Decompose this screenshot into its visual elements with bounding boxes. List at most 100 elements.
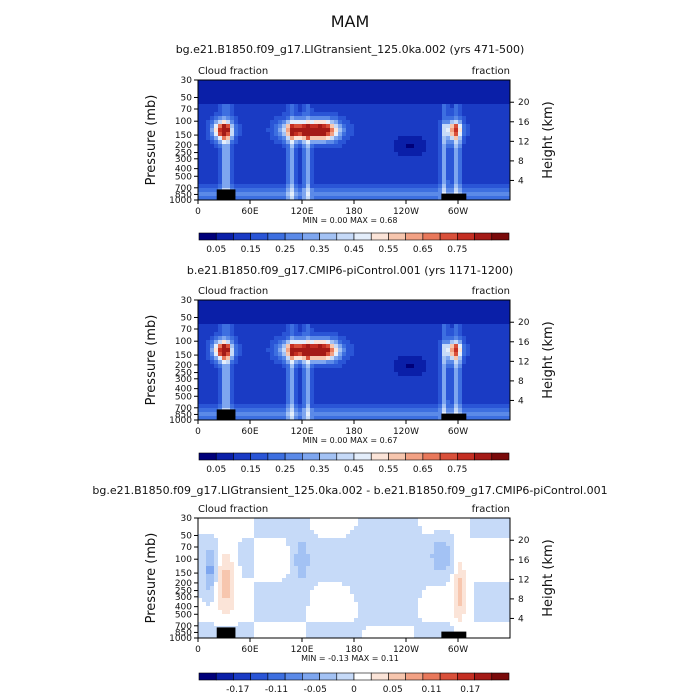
heatmap-cell: [350, 196, 355, 201]
heatmap-cell: [298, 336, 303, 341]
heatmap-cell: [338, 108, 343, 113]
heatmap-cell: [366, 160, 371, 165]
heatmap-cell: [434, 518, 439, 523]
heatmap-cell: [286, 168, 291, 173]
heatmap-cell: [370, 88, 375, 93]
heatmap-cell: [206, 192, 211, 197]
heatmap-cell: [482, 160, 487, 165]
heatmap-cell: [430, 308, 435, 313]
heatmap-cell: [282, 80, 287, 85]
heatmap-cell: [406, 88, 411, 93]
heatmap-cell: [466, 120, 471, 125]
heatmap-cell: [506, 156, 511, 161]
heatmap-cell: [266, 312, 271, 317]
heatmap-cell: [314, 88, 319, 93]
heatmap-cell: [258, 188, 263, 193]
heatmap-cell: [438, 136, 443, 141]
heatmap-cell: [374, 352, 379, 357]
heatmap-cell: [438, 380, 443, 385]
heatmap-cell: [478, 518, 483, 523]
heatmap-cell: [370, 336, 375, 341]
heatmap-cell: [458, 124, 463, 129]
heatmap-cell: [454, 172, 459, 177]
heatmap-cell: [482, 328, 487, 333]
heatmap-cell: [310, 80, 315, 85]
heatmap-cell: [378, 196, 383, 201]
heatmap-cell: [246, 168, 251, 173]
heatmap-cell: [402, 104, 407, 109]
heatmap-cell: [258, 152, 263, 157]
heatmap-cell: [358, 408, 363, 413]
heatmap-cell: [270, 372, 275, 377]
heatmap-cell: [458, 108, 463, 113]
heatmap-cell: [394, 316, 399, 321]
heatmap-cell: [258, 196, 263, 201]
heatmap-cell: [238, 124, 243, 129]
heatmap-cell: [426, 172, 431, 177]
heatmap-cell: [334, 344, 339, 349]
colorbar-swatch: [284, 452, 303, 461]
heatmap-cell: [242, 148, 247, 153]
heatmap-cell: [382, 188, 387, 193]
heatmap-cell: [334, 108, 339, 113]
heatmap-cell: [302, 92, 307, 97]
heatmap-cell: [274, 360, 279, 365]
heatmap-cell: [354, 88, 359, 93]
colorbar-swatch: [474, 232, 493, 241]
heatmap-cell: [262, 196, 267, 201]
heatmap-cell: [354, 380, 359, 385]
heatmap-cell: [370, 168, 375, 173]
heatmap-cell: [346, 144, 351, 149]
heatmap-cell: [390, 364, 395, 369]
heatmap-cell: [474, 80, 479, 85]
heatmap-cell: [398, 304, 403, 309]
heatmap-cell: [314, 116, 319, 121]
heatmap-cell: [446, 340, 451, 345]
heatmap-cell: [302, 416, 307, 421]
heatmap-cell: [474, 384, 479, 389]
heatmap-cell: [210, 168, 215, 173]
heatmap-cell: [450, 332, 455, 337]
heatmap-cell: [206, 396, 211, 401]
heatmap-cell: [286, 308, 291, 313]
heatmap-cell: [466, 388, 471, 393]
colorbar-swatch: [284, 232, 303, 241]
heatmap-cell: [266, 316, 271, 321]
heatmap-cell: [462, 408, 467, 413]
heatmap-cell: [386, 356, 391, 361]
heatmap-cell: [378, 80, 383, 85]
heatmap-cell: [294, 328, 299, 333]
heatmap-cell: [422, 192, 427, 197]
heatmap-cell: [386, 396, 391, 401]
panel-left-label: Cloud fraction: [198, 286, 268, 297]
heatmap-cell: [242, 136, 247, 141]
heatmap-cell: [342, 340, 347, 345]
heatmap-cell: [238, 196, 243, 201]
heatmap-cell: [298, 144, 303, 149]
heatmap-cell: [302, 156, 307, 161]
heatmap-cell: [330, 376, 335, 381]
heatmap-cell: [202, 324, 207, 329]
heatmap-cell: [446, 160, 451, 165]
heatmap-cell: [222, 152, 227, 157]
heatmap-cell: [262, 522, 267, 527]
heatmap-cell: [406, 128, 411, 133]
heatmap-cell: [366, 300, 371, 305]
heatmap-cell: [298, 356, 303, 361]
heatmap-cell: [206, 104, 211, 109]
heatmap-cell: [474, 172, 479, 177]
heatmap-cell: [346, 416, 351, 421]
heatmap-cell: [250, 176, 255, 181]
heatmap-cell: [418, 324, 423, 329]
heatmap-cell: [314, 80, 319, 85]
heatmap-cell: [322, 404, 327, 409]
heatmap-cell: [330, 372, 335, 377]
heatmap-cell: [482, 124, 487, 129]
heatmap-cell: [394, 156, 399, 161]
heatmap-cell: [506, 88, 511, 93]
heatmap-cell: [306, 376, 311, 381]
heatmap-cell: [486, 340, 491, 345]
heatmap-cell: [466, 344, 471, 349]
heatmap-cell: [434, 116, 439, 121]
heatmap-cell: [486, 180, 491, 185]
